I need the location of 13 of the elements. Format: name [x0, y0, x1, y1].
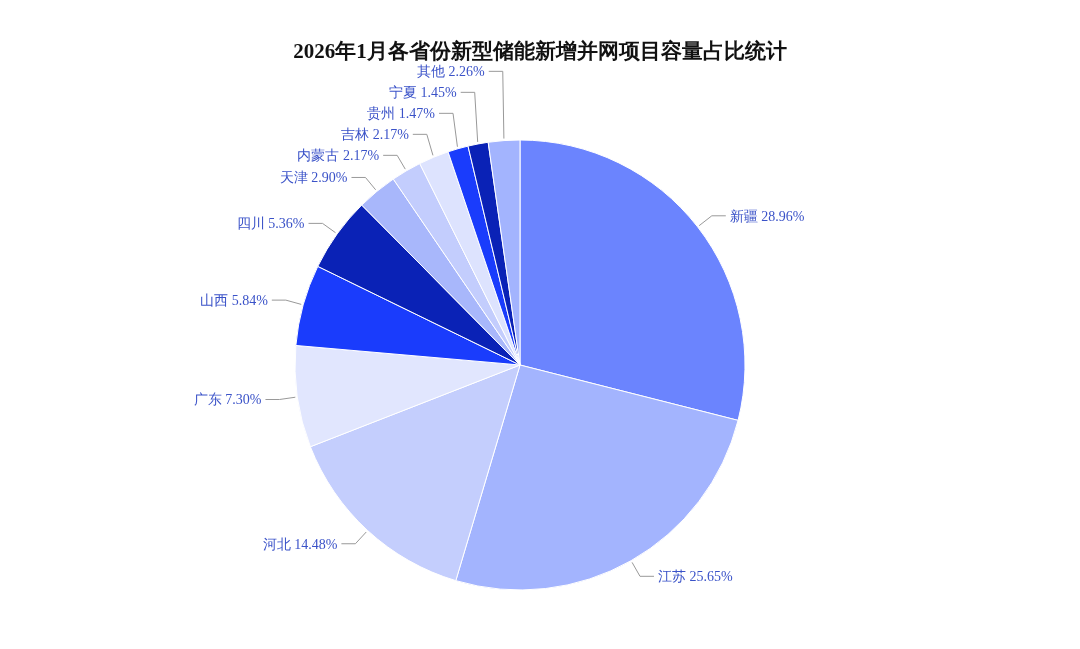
slice-label: 新疆 28.96% — [729, 208, 805, 224]
chart-title: 2026年1月各省份新型储能新增并网项目容量占比统计 — [293, 39, 787, 63]
slice-label: 天津 2.90% — [279, 170, 348, 186]
slice-label: 四川 5.36% — [236, 216, 305, 232]
slice-label: 其他 2.26% — [417, 64, 486, 80]
slice-label: 吉林 2.17% — [341, 127, 410, 143]
slice-label: 贵州 1.47% — [367, 106, 436, 122]
slice-label: 江苏 25.65% — [657, 569, 733, 585]
slice-label: 河北 14.48% — [262, 536, 338, 552]
slice-label: 内蒙古 2.17% — [297, 148, 380, 164]
slice-label: 广东 7.30% — [193, 392, 262, 408]
slice-label: 宁夏 1.45% — [389, 85, 458, 101]
slice-label: 山西 5.84% — [200, 293, 269, 309]
